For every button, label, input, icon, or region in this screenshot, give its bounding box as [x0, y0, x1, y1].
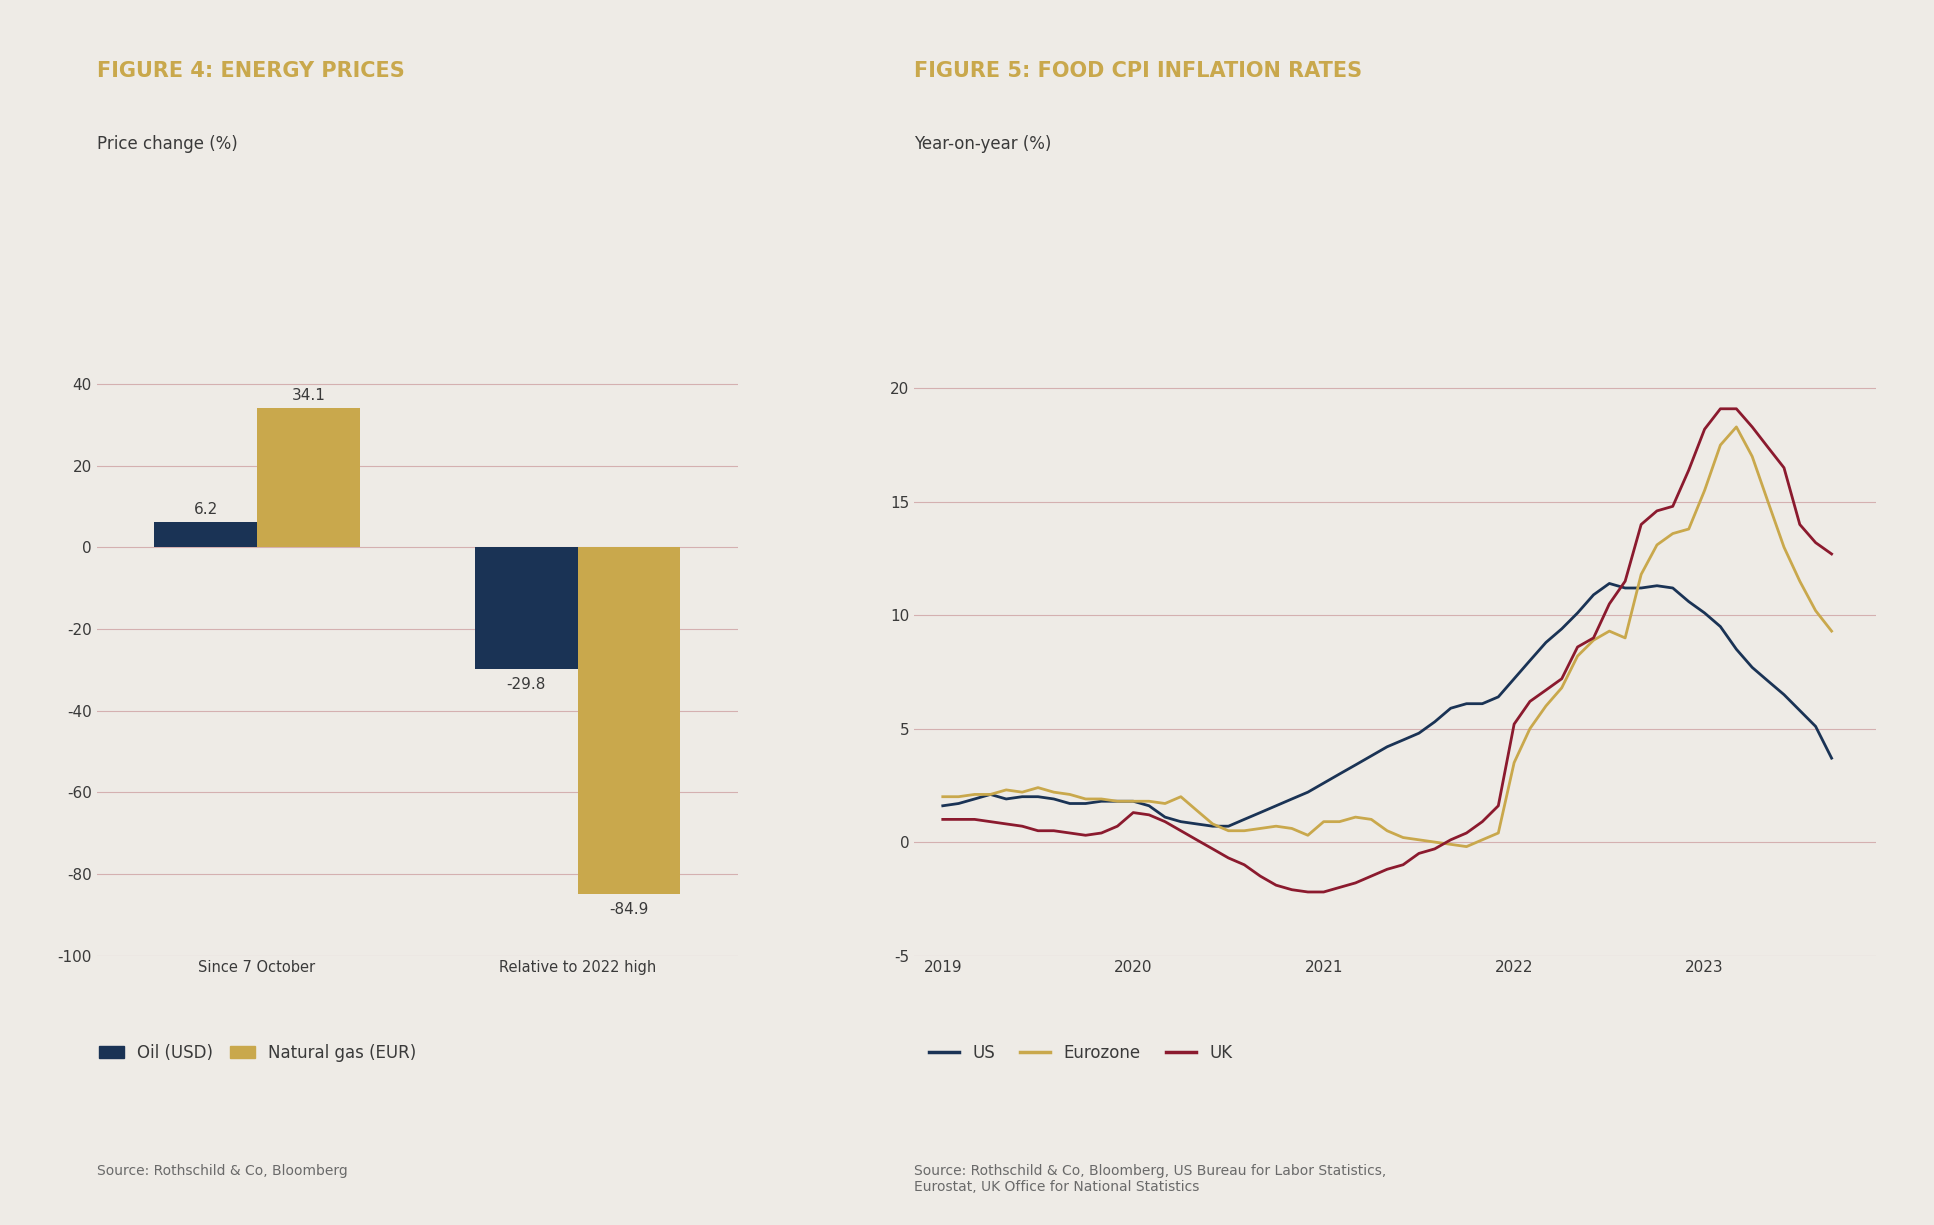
Text: Source: Rothschild & Co, Bloomberg: Source: Rothschild & Co, Bloomberg: [97, 1164, 348, 1177]
Bar: [476, 548, 578, 669]
Text: FIGURE 5: FOOD CPI INFLATION RATES: FIGURE 5: FOOD CPI INFLATION RATES: [915, 61, 1362, 81]
Legend: US, Eurozone, UK: US, Eurozone, UK: [923, 1038, 1240, 1068]
Text: FIGURE 4: ENERGY PRICES: FIGURE 4: ENERGY PRICES: [97, 61, 404, 81]
Legend: Oil (USD), Natural gas (EUR): Oil (USD), Natural gas (EUR): [93, 1038, 424, 1068]
Text: -84.9: -84.9: [609, 902, 648, 918]
Text: Price change (%): Price change (%): [97, 135, 238, 153]
Text: Year-on-year (%): Year-on-year (%): [915, 135, 1052, 153]
Text: 6.2: 6.2: [193, 502, 219, 517]
Bar: [155, 522, 257, 548]
Bar: [578, 548, 681, 894]
Bar: [257, 408, 360, 548]
Text: Source: Rothschild & Co, Bloomberg, US Bureau for Labor Statistics,
Eurostat, UK: Source: Rothschild & Co, Bloomberg, US B…: [915, 1164, 1387, 1194]
Text: -29.8: -29.8: [507, 677, 545, 692]
Text: 34.1: 34.1: [292, 388, 325, 403]
